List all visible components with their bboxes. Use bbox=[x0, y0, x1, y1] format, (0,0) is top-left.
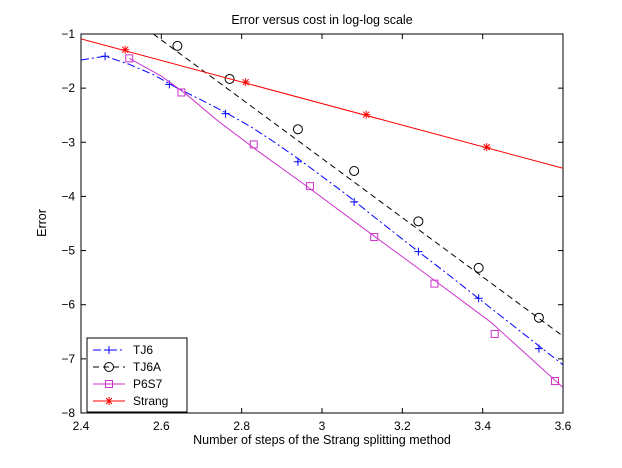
chart-title: Error versus cost in log-log scale bbox=[231, 13, 412, 27]
y-tick-label: −1 bbox=[61, 27, 75, 41]
series-line bbox=[153, 34, 563, 337]
x-axis: 2.4 2.6 2.8 3 3.2 3.4 3.6 bbox=[73, 34, 572, 433]
data-point-marker bbox=[362, 110, 371, 119]
data-point-marker bbox=[413, 216, 424, 227]
legend-item-tj6a: TJ6A bbox=[93, 360, 161, 374]
y-tick-label: −8 bbox=[61, 406, 75, 420]
x-tick-label: 3 bbox=[319, 419, 326, 433]
legend-label: TJ6 bbox=[133, 343, 153, 357]
x-tick-label: 3.6 bbox=[555, 419, 572, 433]
legend-swatch-marker bbox=[105, 397, 113, 405]
y-tick-label: −3 bbox=[61, 135, 75, 149]
data-point-marker bbox=[414, 247, 423, 256]
data-point-marker bbox=[370, 233, 379, 242]
legend-item-tj6: TJ6 bbox=[93, 343, 153, 357]
y-axis-label: Error bbox=[35, 209, 49, 237]
legend-box bbox=[86, 337, 188, 413]
data-point-marker bbox=[221, 109, 230, 118]
series-strang bbox=[81, 38, 563, 169]
data-point-marker bbox=[224, 73, 235, 84]
x-axis-label: Number of steps of the Strang splitting … bbox=[193, 433, 451, 447]
x-tick-label: 3.4 bbox=[474, 419, 491, 433]
y-tick-label: −5 bbox=[61, 244, 75, 258]
data-point-marker bbox=[241, 78, 250, 87]
data-point-marker bbox=[101, 52, 110, 61]
legend-label: TJ6A bbox=[133, 360, 161, 374]
series-line bbox=[81, 55, 563, 366]
y-tick-label: −4 bbox=[61, 189, 75, 203]
legend-label: P6S7 bbox=[133, 377, 163, 391]
data-point-marker bbox=[125, 54, 134, 63]
data-point-marker bbox=[430, 279, 439, 288]
series-p6s7 bbox=[125, 54, 563, 388]
data-point-marker bbox=[534, 344, 543, 353]
y-tick-label: −7 bbox=[61, 352, 75, 366]
data-point-marker bbox=[172, 40, 183, 51]
series-tj6 bbox=[81, 52, 563, 366]
x-tick-label: 3.2 bbox=[394, 419, 411, 433]
data-point-marker bbox=[293, 157, 302, 166]
series-layer bbox=[81, 34, 563, 388]
legend-item-p6s7: P6S7 bbox=[93, 377, 163, 391]
series-tj6a bbox=[153, 34, 563, 337]
legend-swatch-marker bbox=[105, 380, 113, 388]
data-point-marker bbox=[177, 88, 186, 97]
x-tick-label: 2.8 bbox=[233, 419, 250, 433]
legend-item-strang: Strang bbox=[93, 394, 168, 408]
legend-swatch-marker bbox=[105, 346, 113, 354]
data-point-marker bbox=[349, 165, 360, 176]
data-point-marker bbox=[121, 45, 130, 54]
data-point-marker bbox=[490, 329, 499, 338]
data-point-marker bbox=[550, 377, 559, 386]
y-axis: −8 −7 −6 −5 −4 −3 −2 −1 bbox=[61, 27, 563, 420]
data-point-marker bbox=[473, 262, 484, 273]
x-tick-label: 2.6 bbox=[153, 419, 170, 433]
legend-label: Strang bbox=[133, 394, 168, 408]
y-tick-label: −6 bbox=[61, 298, 75, 312]
y-tick-label: −2 bbox=[61, 81, 75, 95]
legend-swatch-marker bbox=[104, 362, 114, 372]
data-point-marker bbox=[292, 124, 303, 135]
data-point-marker bbox=[474, 294, 483, 303]
data-point-marker bbox=[305, 182, 314, 191]
legend: TJ6 TJ6A P6S7 Strang bbox=[86, 337, 188, 413]
data-point-marker bbox=[533, 312, 544, 323]
series-line bbox=[81, 38, 563, 169]
series-line bbox=[128, 57, 563, 388]
data-point-marker bbox=[249, 140, 258, 149]
data-point-marker bbox=[482, 143, 491, 152]
x-tick-label: 2.4 bbox=[73, 419, 90, 433]
data-point-marker bbox=[350, 197, 359, 206]
